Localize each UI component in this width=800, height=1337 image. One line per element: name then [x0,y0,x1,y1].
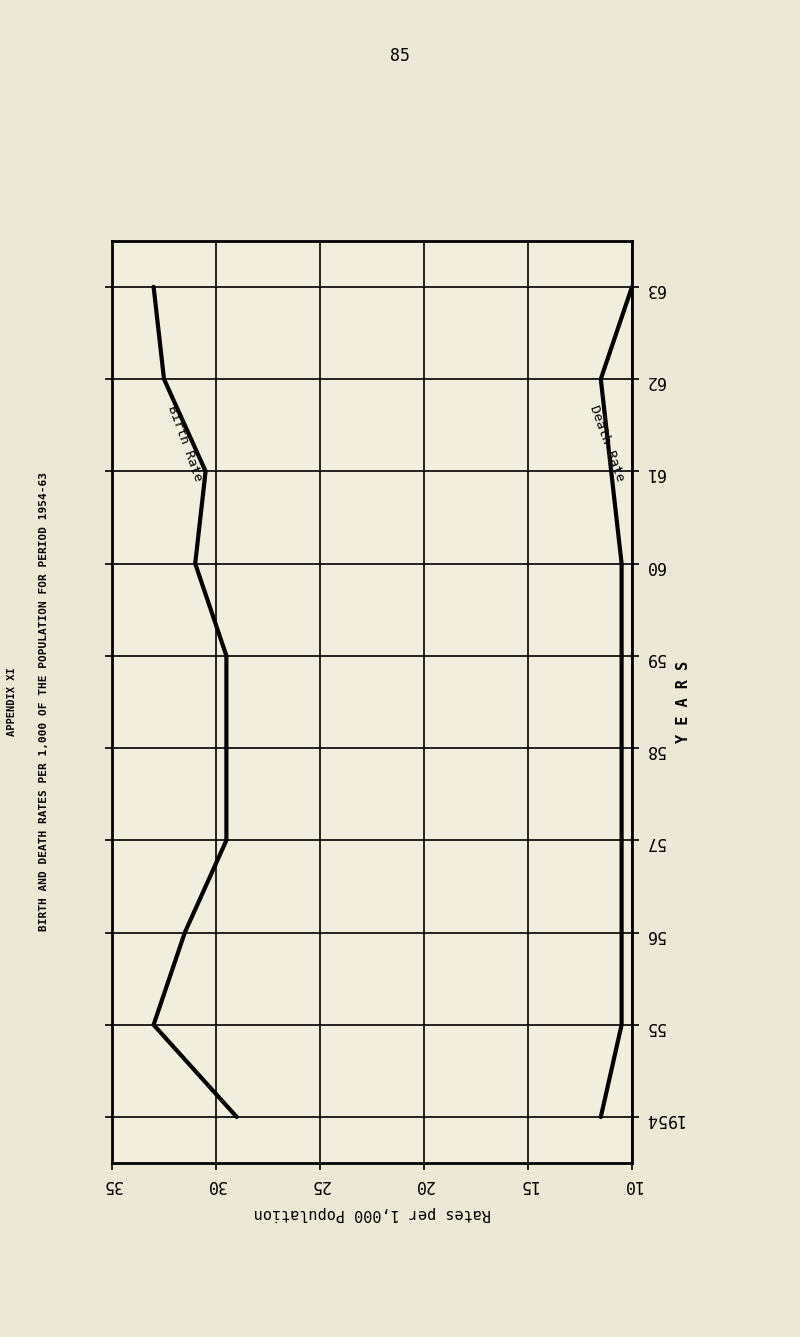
Text: BIRTH AND DEATH RATES PER 1,000 OF THE POPULATION FOR PERIOD 1954-63: BIRTH AND DEATH RATES PER 1,000 OF THE P… [39,472,49,932]
Text: Birth Rate: Birth Rate [165,404,205,484]
Text: APPENDIX XI: APPENDIX XI [7,667,17,737]
Text: 85: 85 [390,47,410,64]
Text: Death Rate: Death Rate [587,404,627,484]
Text: Y E A R S: Y E A R S [676,660,691,743]
Text: Rates per 1,000 Population: Rates per 1,000 Population [254,1206,490,1221]
